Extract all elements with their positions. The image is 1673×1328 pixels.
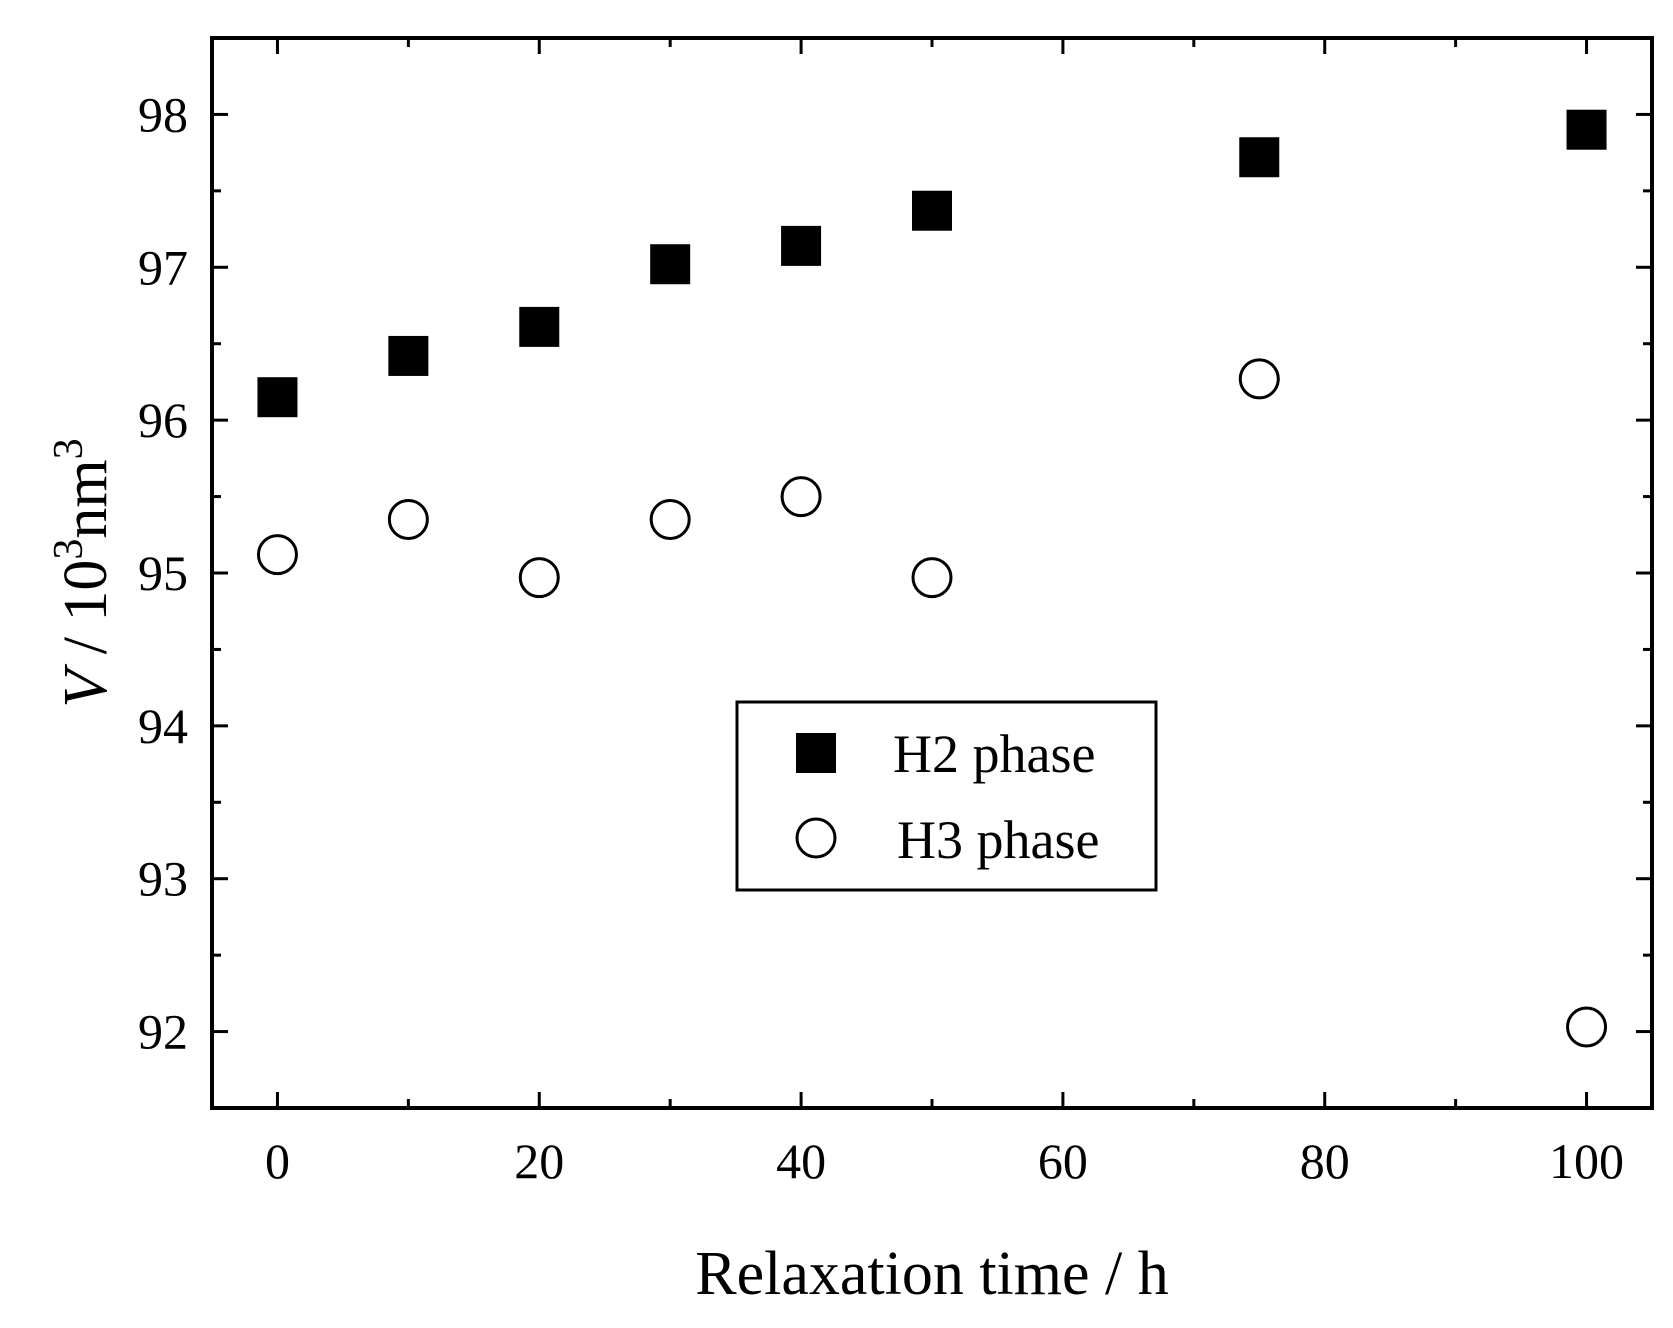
ticks-layer: 0 20 40 60 80 100 92 93 94 95 96 97 98 — [138, 38, 1652, 1189]
plot-frame — [210, 36, 1654, 1110]
x-tick-label: 60 — [1038, 1133, 1088, 1189]
h2-point — [1566, 109, 1607, 150]
legend-h3-label: H3 phase — [897, 810, 1099, 870]
y-tick-label: 94 — [138, 698, 188, 754]
h3-point — [518, 557, 560, 599]
h2-point — [1239, 137, 1280, 178]
legend-h3-marker — [795, 817, 837, 859]
h3-point — [1566, 1006, 1608, 1048]
legend-h2-marker — [796, 733, 836, 773]
y-axis-title-sep: / 10 — [52, 560, 120, 670]
h2-point — [257, 377, 298, 418]
h3-point — [649, 499, 691, 540]
h2-point — [781, 225, 822, 266]
legend-h2-label: H2 phase — [893, 724, 1095, 784]
h3-point — [387, 499, 429, 540]
legend: H2 phase H3 phase — [735, 700, 1158, 892]
y-tick-label: 97 — [138, 239, 188, 295]
h3-point — [911, 557, 953, 599]
y-tick-label: 98 — [138, 86, 188, 142]
x-tick-label: 80 — [1300, 1133, 1350, 1189]
y-tick-label: 93 — [138, 851, 188, 907]
marks-layer — [256, 109, 1608, 1048]
y-tick-label: 96 — [138, 392, 188, 448]
x-tick-label: 40 — [776, 1133, 826, 1189]
y-tick-label: 92 — [138, 1004, 188, 1060]
x-tick-label: 20 — [514, 1133, 564, 1189]
y-tick-label: 95 — [138, 545, 188, 601]
y-axis-title: V / 103nm3 — [46, 438, 120, 707]
h2-point — [912, 190, 952, 231]
h3-point — [780, 476, 822, 518]
h2-point — [388, 335, 429, 376]
y-axis-title-unit: nm — [52, 459, 120, 538]
h2-point — [650, 244, 691, 285]
y-axis-title-exp2: 3 — [46, 438, 92, 459]
x-axis-title: Relaxation time / h — [695, 1240, 1169, 1308]
h3-point — [1238, 358, 1280, 400]
y-axis-title-exp1: 3 — [46, 539, 92, 560]
h2-point — [519, 306, 560, 347]
h3-point — [256, 534, 298, 576]
x-tick-label: 0 — [265, 1133, 290, 1189]
y-axis-title-var: V — [52, 664, 120, 708]
x-tick-label: 100 — [1549, 1133, 1624, 1189]
